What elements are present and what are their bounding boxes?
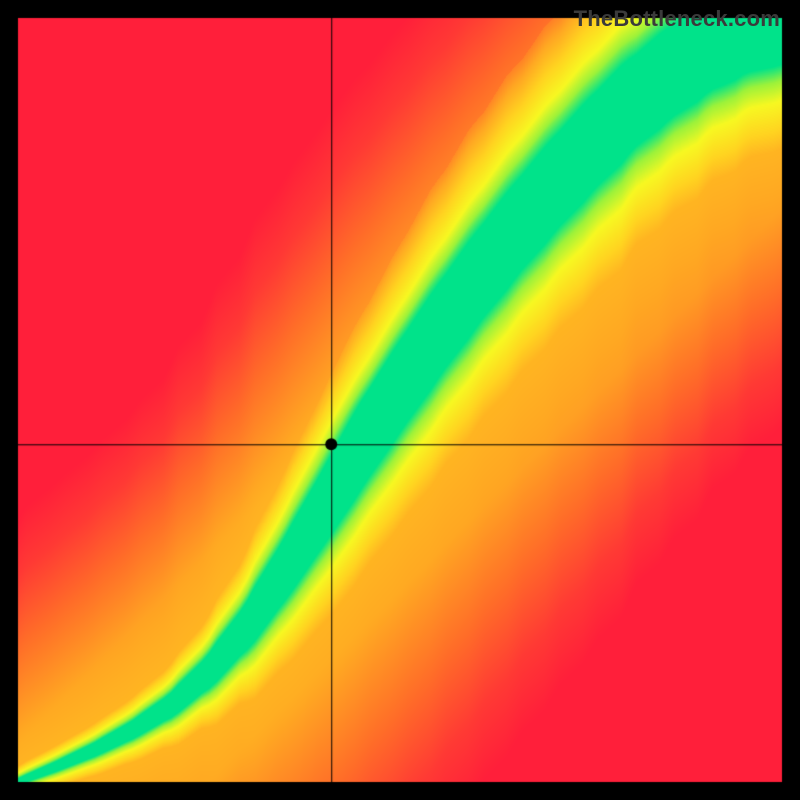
chart-container: TheBottleneck.com — [0, 0, 800, 800]
heatmap-canvas — [0, 0, 800, 800]
watermark-text: TheBottleneck.com — [574, 6, 780, 32]
